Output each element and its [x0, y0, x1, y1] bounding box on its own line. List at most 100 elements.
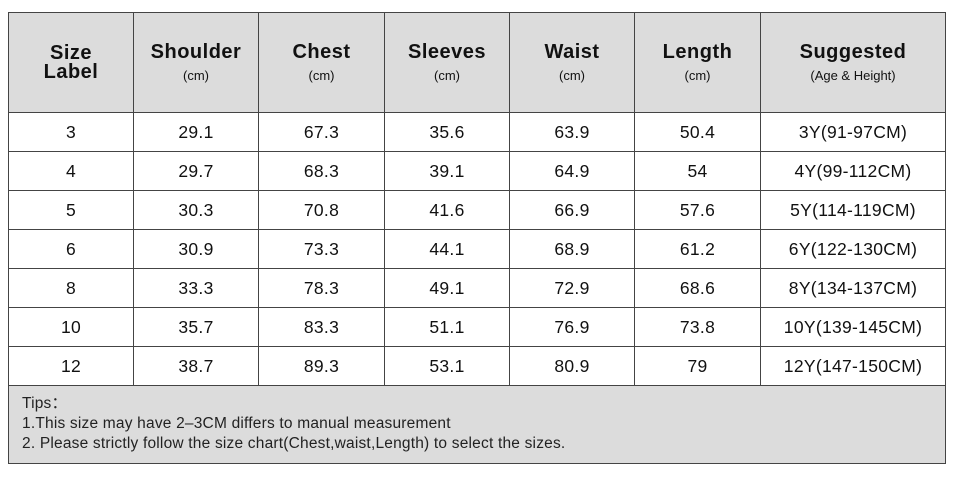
- column-title: Suggested: [799, 40, 907, 63]
- cell-text: 41.6: [429, 199, 465, 220]
- cell-text: 66.9: [554, 199, 590, 220]
- column-title: Waist: [544, 40, 600, 63]
- table-cell: 5: [9, 191, 134, 230]
- tips-title: Tips：: [22, 395, 68, 412]
- table-cell: 8Y(134-137CM): [761, 269, 945, 308]
- cell-text: 61.2: [679, 238, 716, 259]
- cell-text: 83.3: [303, 316, 340, 337]
- table-cell: 50.4: [635, 113, 761, 152]
- cell-text: 54: [687, 160, 708, 181]
- cell-text: 70.8: [303, 199, 340, 220]
- table-cell: 33.3: [134, 269, 259, 308]
- cell-text: 39.1: [429, 160, 465, 181]
- table-cell: 80.9: [510, 347, 635, 386]
- column-unit: (Age & Height): [810, 67, 896, 83]
- cell-text: 51.1: [429, 316, 465, 337]
- cell-text: 29.7: [178, 160, 214, 181]
- column-title: Shoulder: [150, 40, 242, 63]
- table-cell: 53.1: [385, 347, 510, 386]
- table-cell: 68.9: [510, 230, 635, 269]
- tip-line: 1.This size may have 2–3CM differs to ma…: [22, 415, 451, 432]
- table-cell: 35.6: [385, 113, 510, 152]
- table-cell: 67.3: [259, 113, 385, 152]
- cell-text: 73.3: [303, 238, 340, 259]
- table-cell: 70.8: [259, 191, 385, 230]
- table-cell: 12Y(147-150CM): [761, 347, 945, 386]
- header-cell: Size Label: [9, 13, 134, 113]
- column-unit: (cm): [559, 67, 585, 83]
- table-cell: 78.3: [259, 269, 385, 308]
- table-cell: 89.3: [259, 347, 385, 386]
- table-cell: 79: [635, 347, 761, 386]
- table-cell: 54: [635, 152, 761, 191]
- cell-text: 50.4: [679, 121, 716, 142]
- table-cell: 39.1: [385, 152, 510, 191]
- table-cell: 6: [9, 230, 134, 269]
- header-cell: Waist (cm): [510, 13, 635, 113]
- table-cell: 10Y(139-145CM): [761, 308, 945, 347]
- tips: Tips： 1.This size may have 2–3CM differs…: [9, 386, 945, 463]
- table-cell: 61.2: [635, 230, 761, 269]
- table-cell: 30.3: [134, 191, 259, 230]
- cell-text: 4Y(99-112CM): [794, 160, 912, 181]
- cell-text: 29.1: [178, 121, 214, 142]
- cell-text: 30.9: [178, 238, 214, 259]
- table-cell: 5Y(114-119CM): [761, 191, 945, 230]
- table-cell: 29.1: [134, 113, 259, 152]
- cell-text: 76.9: [554, 316, 590, 337]
- cell-text: 33.3: [178, 277, 214, 298]
- column-title: Chest: [292, 40, 351, 63]
- cell-text: 68.9: [554, 238, 590, 259]
- cell-text: 53.1: [429, 355, 465, 376]
- table-cell: 12: [9, 347, 134, 386]
- header-cell: Sleeves (cm): [385, 13, 510, 113]
- table-cell: 83.3: [259, 308, 385, 347]
- cell-text: 68.3: [303, 160, 340, 181]
- column-unit: (cm): [434, 67, 460, 83]
- cell-text: 3Y(91-97CM): [798, 121, 908, 142]
- cell-text: 35.6: [429, 121, 465, 142]
- cell-text: 12Y(147-150CM): [783, 355, 923, 376]
- cell-text: 73.8: [679, 316, 716, 337]
- table-cell: 6Y(122-130CM): [761, 230, 945, 269]
- table-cell: 63.9: [510, 113, 635, 152]
- table-cell: 51.1: [385, 308, 510, 347]
- cell-text: 6: [65, 238, 77, 259]
- table-cell: 35.7: [134, 308, 259, 347]
- cell-text: 8Y(134-137CM): [788, 277, 918, 298]
- table-cell: 72.9: [510, 269, 635, 308]
- table-cell: 3: [9, 113, 134, 152]
- cell-text: 3: [65, 121, 77, 142]
- cell-text: 6Y(122-130CM): [788, 238, 918, 259]
- table-cell: 68.3: [259, 152, 385, 191]
- table-cell: 4: [9, 152, 134, 191]
- column-unit: (cm): [308, 67, 335, 83]
- column-unit: (cm): [183, 67, 209, 83]
- table-cell: 76.9: [510, 308, 635, 347]
- cell-text: 4: [65, 160, 77, 181]
- cell-text: 68.6: [679, 277, 716, 298]
- size-table: Size Label Shoulder (cm) Chest (cm) Sleeves (c…: [9, 13, 945, 386]
- table-cell: 64.9: [510, 152, 635, 191]
- table-cell: 10: [9, 308, 134, 347]
- table-cell: 38.7: [134, 347, 259, 386]
- cell-text: 57.6: [679, 199, 716, 220]
- table-cell: 66.9: [510, 191, 635, 230]
- table-cell: 8: [9, 269, 134, 308]
- header-cell: Shoulder (cm): [134, 13, 259, 113]
- cell-text: 10Y(139-145CM): [783, 316, 923, 337]
- cell-text: 35.7: [178, 316, 214, 337]
- table-cell: 73.3: [259, 230, 385, 269]
- cell-text: 63.9: [554, 121, 590, 142]
- cell-text: 5: [65, 199, 77, 220]
- cell-text: 30.3: [178, 199, 214, 220]
- table-cell: 44.1: [385, 230, 510, 269]
- table-cell: 68.6: [635, 269, 761, 308]
- table-cell: 4Y(99-112CM): [761, 152, 945, 191]
- header-cell: Chest (cm): [259, 13, 385, 113]
- table-cell: 49.1: [385, 269, 510, 308]
- cell-text: 72.9: [554, 277, 590, 298]
- cell-text: 78.3: [303, 277, 340, 298]
- table-cell: 30.9: [134, 230, 259, 269]
